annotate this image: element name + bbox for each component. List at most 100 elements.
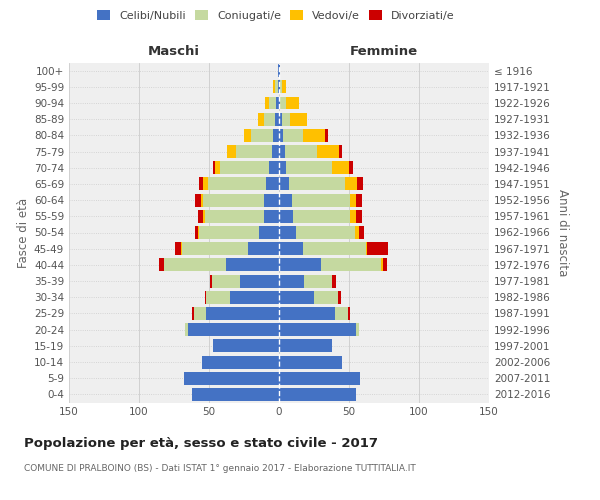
Bar <box>279 145 284 158</box>
Bar <box>279 258 321 272</box>
Bar <box>350 194 356 206</box>
Bar <box>338 291 341 304</box>
Bar <box>208 178 266 190</box>
Bar <box>339 145 342 158</box>
Bar <box>359 226 364 239</box>
Bar <box>292 194 350 206</box>
Bar <box>199 178 203 190</box>
Bar <box>272 145 279 158</box>
Bar <box>283 129 303 142</box>
Bar <box>220 162 269 174</box>
Bar <box>203 210 205 223</box>
Bar <box>279 80 280 94</box>
Bar <box>198 210 203 223</box>
Bar <box>212 274 240 287</box>
Bar <box>251 129 274 142</box>
Bar <box>226 258 279 272</box>
Bar <box>279 162 286 174</box>
Bar <box>205 291 206 304</box>
Bar <box>227 145 236 158</box>
Bar <box>263 112 275 126</box>
Bar <box>185 323 188 336</box>
Bar <box>175 242 181 255</box>
Bar <box>279 388 356 401</box>
Bar <box>248 242 279 255</box>
Bar <box>367 242 388 255</box>
Bar <box>205 210 263 223</box>
Bar <box>303 242 366 255</box>
Text: COMUNE DI PRALBOINO (BS) - Dati ISTAT 1° gennaio 2017 - Elaborazione TUTTITALIA.: COMUNE DI PRALBOINO (BS) - Dati ISTAT 1°… <box>24 464 416 473</box>
Bar <box>303 129 325 142</box>
Bar <box>203 178 208 190</box>
Legend: Celibi/Nubili, Coniugati/e, Vedovi/e, Divorziati/e: Celibi/Nubili, Coniugati/e, Vedovi/e, Di… <box>95 8 457 23</box>
Bar <box>279 323 356 336</box>
Bar <box>278 80 279 94</box>
Bar <box>279 96 280 110</box>
Bar <box>236 145 272 158</box>
Bar <box>195 194 200 206</box>
Bar <box>279 291 314 304</box>
Bar <box>356 194 362 206</box>
Bar <box>192 388 279 401</box>
Bar <box>206 291 230 304</box>
Bar <box>279 226 296 239</box>
Bar <box>279 194 292 206</box>
Bar <box>279 274 304 287</box>
Bar <box>286 96 299 110</box>
Bar <box>182 242 248 255</box>
Bar <box>279 340 332 352</box>
Bar <box>356 323 359 336</box>
Bar <box>194 307 206 320</box>
Bar <box>286 162 332 174</box>
Bar <box>381 258 383 272</box>
Bar <box>278 64 279 77</box>
Text: Femmine: Femmine <box>350 44 418 58</box>
Bar <box>279 372 360 384</box>
Bar <box>290 112 307 126</box>
Bar <box>276 96 279 110</box>
Y-axis label: Fasce di età: Fasce di età <box>17 198 30 268</box>
Bar <box>345 178 358 190</box>
Bar <box>289 178 345 190</box>
Bar <box>332 274 337 287</box>
Bar <box>203 194 263 206</box>
Bar <box>211 274 212 287</box>
Bar <box>263 210 279 223</box>
Bar <box>284 145 317 158</box>
Bar <box>213 162 215 174</box>
Bar <box>293 210 350 223</box>
Bar <box>280 80 282 94</box>
Bar <box>199 226 259 239</box>
Bar <box>240 274 279 287</box>
Bar <box>158 258 164 272</box>
Bar <box>356 210 362 223</box>
Bar <box>321 258 381 272</box>
Bar <box>279 210 293 223</box>
Bar <box>275 112 279 126</box>
Bar <box>317 145 339 158</box>
Bar <box>347 307 350 320</box>
Bar <box>304 274 332 287</box>
Bar <box>314 291 338 304</box>
Bar <box>195 226 198 239</box>
Y-axis label: Anni di nascita: Anni di nascita <box>556 189 569 276</box>
Bar <box>266 178 279 190</box>
Bar <box>349 162 353 174</box>
Bar <box>188 323 279 336</box>
Bar <box>366 242 367 255</box>
Bar <box>258 112 263 126</box>
Text: Maschi: Maschi <box>148 44 200 58</box>
Bar <box>244 129 251 142</box>
Bar <box>181 242 182 255</box>
Bar <box>279 356 342 368</box>
Bar <box>184 372 279 384</box>
Bar <box>198 226 199 239</box>
Bar <box>296 226 355 239</box>
Bar <box>279 64 280 77</box>
Bar <box>355 226 359 239</box>
Bar <box>265 96 269 110</box>
Bar <box>274 80 275 94</box>
Text: Popolazione per età, sesso e stato civile - 2017: Popolazione per età, sesso e stato civil… <box>24 438 378 450</box>
Bar <box>259 226 279 239</box>
Bar <box>274 129 279 142</box>
